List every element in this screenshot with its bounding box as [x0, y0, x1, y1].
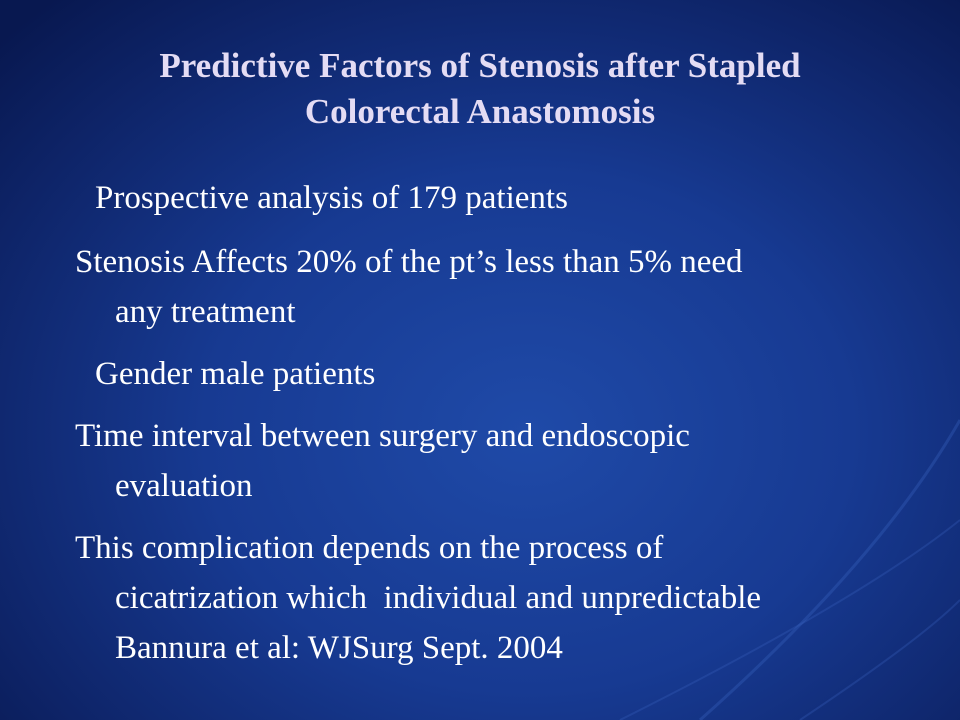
title-line: Colorectal Anastomosis — [304, 92, 656, 131]
body-line: Prospective analysis of 179 patients — [95, 180, 568, 216]
body-line: This complication depends on the process… — [75, 530, 664, 566]
body-line: any treatment — [115, 294, 296, 330]
body-line: Bannura et al: WJSurg Sept. 2004 — [115, 630, 563, 666]
body-line: Stenosis Affects 20% of the pt’s less th… — [75, 244, 743, 280]
body-line: cicatrization which individual and unpre… — [115, 580, 762, 616]
body-line: Gender male patients — [95, 356, 376, 392]
title-line: Predictive Factors of Stenosis after Sta… — [159, 46, 801, 85]
body-line: evaluation — [115, 468, 253, 504]
body-line: Time interval between surgery and endosc… — [75, 418, 690, 454]
